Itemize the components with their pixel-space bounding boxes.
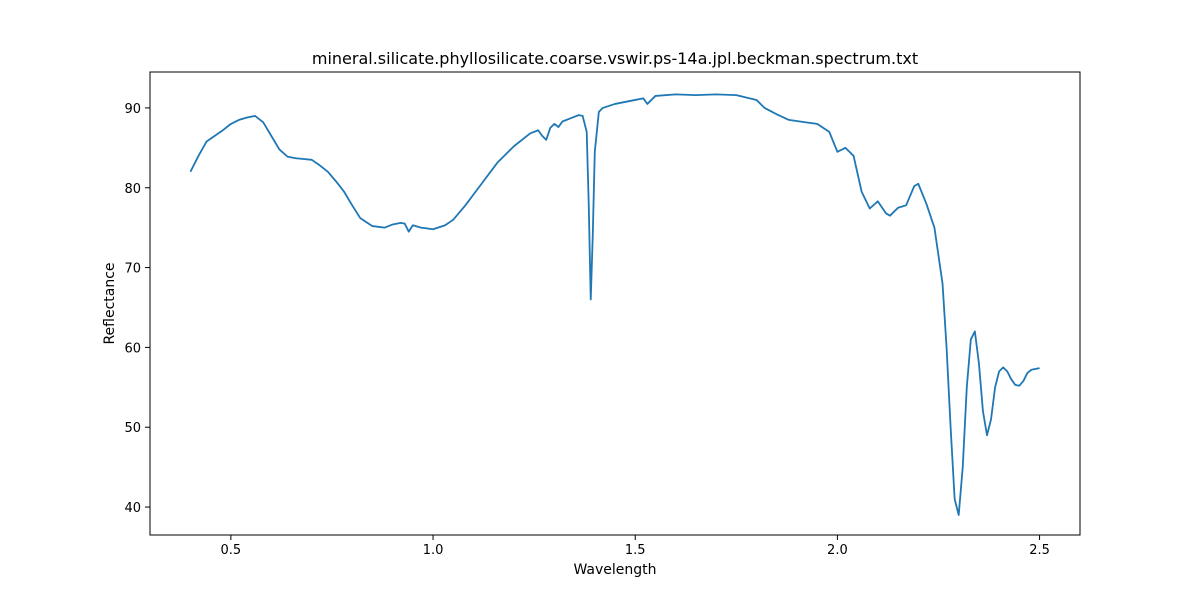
y-tick-label: 60: [124, 341, 141, 356]
x-axis-label: Wavelength: [573, 562, 656, 578]
x-tick-label: 0.5: [221, 543, 242, 558]
y-tick-label: 80: [124, 182, 141, 197]
x-tick-label: 2.0: [827, 543, 848, 558]
y-tick-label: 70: [124, 262, 141, 277]
plot-area-frame: [149, 71, 1081, 536]
y-axis-label: Reflectance: [102, 262, 118, 344]
chart-title: mineral.silicate.phyllosilicate.coarse.v…: [312, 49, 918, 68]
series-line: [189, 93, 1040, 516]
x-tick-label: 1.5: [625, 543, 646, 558]
y-tick-label: 50: [124, 421, 141, 436]
x-tick-label: 1.0: [423, 543, 444, 558]
axis-ticks: 0.5 1.0 1.5 2.0 2.5 40 50 60 70 80 90: [124, 102, 1049, 558]
y-tick-label: 90: [124, 102, 141, 117]
y-tick-label: 40: [124, 501, 141, 516]
x-tick-label: 2.5: [1029, 543, 1050, 558]
